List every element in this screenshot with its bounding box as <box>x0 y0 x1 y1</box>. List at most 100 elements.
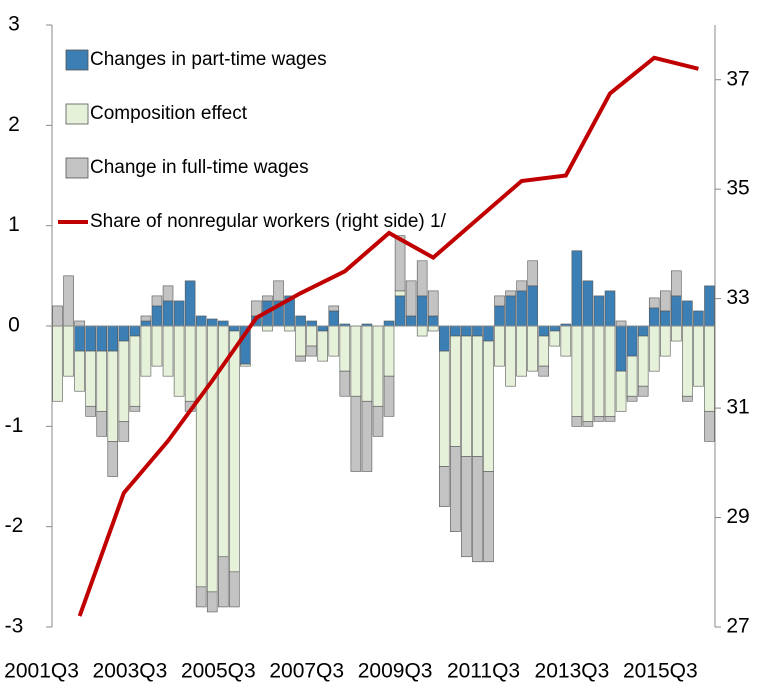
bar <box>162 285 174 302</box>
x-tick-label: 2003Q3 <box>93 660 168 683</box>
bar <box>85 350 96 407</box>
bar <box>240 363 251 367</box>
bar <box>571 250 583 327</box>
bar <box>637 335 649 387</box>
bar <box>582 421 594 427</box>
bar <box>229 330 240 573</box>
bar <box>693 310 704 327</box>
bar <box>648 325 660 372</box>
bar <box>516 280 527 292</box>
bar <box>229 571 240 608</box>
bar <box>450 335 461 447</box>
bar <box>472 325 483 337</box>
bar <box>85 325 96 352</box>
bar <box>85 405 96 417</box>
bar <box>604 415 616 422</box>
y-tick-label: -1 <box>5 414 24 437</box>
bar <box>74 350 85 392</box>
bar <box>626 355 638 397</box>
bar <box>63 325 74 377</box>
bar <box>427 315 439 327</box>
bar <box>527 285 538 327</box>
bar <box>118 421 130 442</box>
bar <box>328 325 340 357</box>
bar <box>494 295 505 307</box>
bar <box>162 325 174 377</box>
bar <box>129 405 141 412</box>
y2-tick-label: 27 <box>726 615 749 638</box>
bar <box>96 410 107 437</box>
y2-tick-label: 29 <box>726 505 749 528</box>
bar <box>472 335 483 457</box>
bar <box>704 285 715 327</box>
bar <box>140 320 152 327</box>
bar <box>593 415 605 422</box>
bar <box>184 280 196 327</box>
bar <box>218 320 229 327</box>
bar <box>129 335 141 407</box>
bar <box>394 295 406 327</box>
line-series <box>77 55 699 617</box>
bar <box>582 325 594 422</box>
legend-swatch <box>65 49 89 71</box>
bar <box>660 290 671 312</box>
bar <box>682 395 693 402</box>
bar <box>405 280 417 317</box>
bar <box>427 325 439 332</box>
bar <box>328 305 340 312</box>
legend-label: Share of nonregular workers (right side)… <box>90 211 447 232</box>
bar <box>184 325 196 402</box>
bar <box>262 295 273 302</box>
bar <box>394 235 406 292</box>
bar <box>704 325 715 412</box>
bar <box>549 330 561 347</box>
y-tick-label: 0 <box>8 314 20 337</box>
bar <box>118 325 130 342</box>
x-tick-label: 2013Q3 <box>535 660 610 683</box>
bar <box>593 325 605 417</box>
legend-swatch <box>65 157 89 179</box>
bar <box>505 290 516 297</box>
bar <box>394 290 406 297</box>
bar <box>74 325 85 352</box>
bar <box>671 325 682 342</box>
y-tick-label: 1 <box>8 213 20 236</box>
bar <box>195 586 207 608</box>
bar <box>516 325 527 377</box>
bar <box>604 290 616 327</box>
bar <box>195 325 207 588</box>
bar <box>660 325 671 357</box>
y2-tick-label: 33 <box>726 286 749 309</box>
bar <box>416 295 428 327</box>
bar <box>648 297 660 309</box>
bar <box>626 325 638 357</box>
x-tick-label: 2005Q3 <box>181 660 256 683</box>
bar <box>461 325 472 337</box>
bar <box>582 280 594 327</box>
bar <box>538 365 549 377</box>
bar <box>151 325 163 367</box>
bar <box>96 350 107 412</box>
bar <box>195 315 207 327</box>
bar <box>206 325 218 593</box>
bar <box>538 335 549 367</box>
y-tick-label: 2 <box>8 113 20 136</box>
bar <box>461 335 472 457</box>
y2-tick-label: 37 <box>726 67 749 90</box>
bar <box>317 330 328 362</box>
bar <box>383 325 395 377</box>
bar <box>416 325 428 337</box>
y2-tick-label: 35 <box>726 177 749 200</box>
bar <box>317 325 328 332</box>
bar <box>206 318 218 327</box>
bar <box>461 456 472 558</box>
bar <box>439 325 450 352</box>
bar <box>648 307 660 327</box>
bar <box>52 305 63 327</box>
bar <box>107 350 119 442</box>
bar <box>483 471 494 563</box>
x-tick-label: 2009Q3 <box>358 660 433 683</box>
bar <box>483 340 494 472</box>
